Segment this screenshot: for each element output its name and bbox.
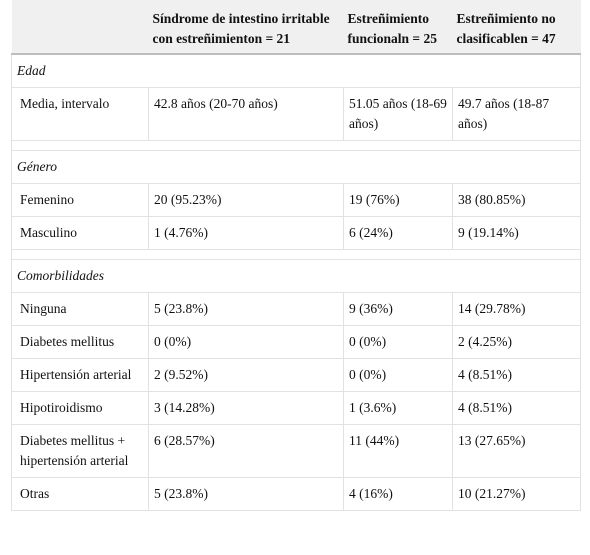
- cell-value: 4 (8.51%): [452, 391, 581, 425]
- row-label: Hipotiroidismo: [11, 391, 149, 425]
- cell-value: 3 (14.28%): [148, 391, 344, 425]
- cell-value: 9 (36%): [343, 292, 453, 326]
- header-cell-unclassifiable: Estreñimiento no clasificablen = 47: [452, 0, 581, 55]
- table-container: Síndrome de intestino irritable con estr…: [11, 0, 581, 511]
- cell-value: 6 (28.57%): [148, 424, 344, 478]
- cell-value: 0 (0%): [148, 325, 344, 359]
- cell-value: 5 (23.8%): [148, 477, 344, 511]
- cell-value: 2 (9.52%): [148, 358, 344, 392]
- cell-value: 1 (3.6%): [343, 391, 453, 425]
- table-row: Diabetes mellitus 0 (0%) 0 (0%) 2 (4.25%…: [11, 325, 581, 359]
- cell-value: 51.05 años (18-69 años): [343, 87, 453, 141]
- cell-value: 42.8 años (20-70 años): [148, 87, 344, 141]
- row-label: Diabetes mellitus: [11, 325, 149, 359]
- cell-value: 4 (8.51%): [452, 358, 581, 392]
- spacer-row: [11, 249, 581, 260]
- table-row: Otras 5 (23.8%) 4 (16%) 10 (21.27%): [11, 477, 581, 511]
- section-row-genero: Género: [11, 150, 581, 184]
- table-row: Media, intervalo 42.8 años (20-70 años) …: [11, 87, 581, 141]
- header-cell-ibs: Síndrome de intestino irritable con estr…: [148, 0, 344, 55]
- cell-value: 49.7 años (18-87 años): [452, 87, 581, 141]
- table-row: Hipertensión arterial 2 (9.52%) 0 (0%) 4…: [11, 358, 581, 392]
- spacer-cell: [11, 249, 581, 260]
- row-label: Hipertensión arterial: [11, 358, 149, 392]
- cell-value: 5 (23.8%): [148, 292, 344, 326]
- section-row-edad: Edad: [11, 54, 581, 88]
- table-row: Femenino 20 (95.23%) 19 (76%) 38 (80.85%…: [11, 183, 581, 217]
- cell-value: 0 (0%): [343, 325, 453, 359]
- cell-value: 2 (4.25%): [452, 325, 581, 359]
- row-label: Otras: [11, 477, 149, 511]
- cell-value: 9 (19.14%): [452, 216, 581, 250]
- header-row: Síndrome de intestino irritable con estr…: [11, 0, 581, 55]
- row-label: Femenino: [11, 183, 149, 217]
- row-label: Masculino: [11, 216, 149, 250]
- section-title: Edad: [11, 54, 581, 88]
- cell-value: 0 (0%): [343, 358, 453, 392]
- table-row: Masculino 1 (4.76%) 6 (24%) 9 (19.14%): [11, 216, 581, 250]
- cell-value: 19 (76%): [343, 183, 453, 217]
- row-label: Diabetes mellitus + hipertensión arteria…: [11, 424, 149, 478]
- table-row: Ninguna 5 (23.8%) 9 (36%) 14 (29.78%): [11, 292, 581, 326]
- header-cell-functional: Estreñimiento funcionaln = 25: [343, 0, 453, 55]
- cell-value: 1 (4.76%): [148, 216, 344, 250]
- section-title: Género: [11, 150, 581, 184]
- row-label: Ninguna: [11, 292, 149, 326]
- table-row: Diabetes mellitus + hipertensión arteria…: [11, 424, 581, 478]
- data-table: Síndrome de intestino irritable con estr…: [11, 0, 581, 511]
- table-row: Hipotiroidismo 3 (14.28%) 1 (3.6%) 4 (8.…: [11, 391, 581, 425]
- cell-value: 6 (24%): [343, 216, 453, 250]
- cell-value: 13 (27.65%): [452, 424, 581, 478]
- spacer-row: [11, 140, 581, 151]
- section-title: Comorbilidades: [11, 259, 581, 293]
- cell-value: 10 (21.27%): [452, 477, 581, 511]
- section-row-comorbilidades: Comorbilidades: [11, 259, 581, 293]
- cell-value: 4 (16%): [343, 477, 453, 511]
- row-label: Media, intervalo: [11, 87, 149, 141]
- cell-value: 38 (80.85%): [452, 183, 581, 217]
- spacer-cell: [11, 140, 581, 151]
- cell-value: 11 (44%): [343, 424, 453, 478]
- header-cell-blank: [11, 0, 149, 55]
- cell-value: 20 (95.23%): [148, 183, 344, 217]
- cell-value: 14 (29.78%): [452, 292, 581, 326]
